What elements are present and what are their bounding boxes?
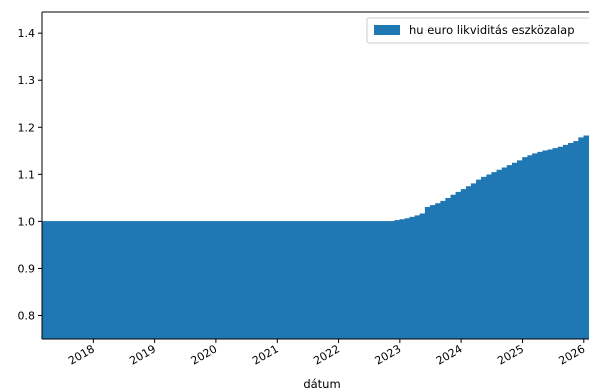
legend-box [366, 17, 589, 44]
x-axis-label: dátum [303, 377, 340, 390]
x-tick-label: 2024 [434, 342, 465, 367]
x-tick-label: 2018 [66, 342, 97, 367]
x-tick-label: 2019 [127, 342, 158, 367]
legend-entry-label: hu euro likviditás eszközalap [409, 23, 575, 37]
legend-swatch [374, 25, 400, 35]
x-tick-label: 2022 [311, 342, 342, 367]
y-tick-label: 1.3 [18, 74, 36, 87]
x-tick-label: 2020 [189, 342, 220, 367]
y-tick-label: 0.8 [18, 309, 36, 322]
plot-area [41, 135, 589, 340]
series-area [41, 135, 589, 340]
y-tick-label: 1.2 [18, 121, 36, 134]
y-tick-label: 0.9 [18, 262, 36, 275]
y-tick-label: 1.0 [18, 215, 36, 228]
y-tick-label: 1.4 [18, 27, 36, 40]
x-tick-label: 2026 [557, 342, 588, 367]
legend: hu euro likviditás eszközalap [366, 17, 589, 44]
x-tick-label: 2023 [373, 342, 404, 367]
x-tick-label: 2025 [495, 342, 526, 367]
y-tick-label: 1.1 [18, 168, 36, 181]
x-tick-label: 2021 [250, 342, 281, 367]
